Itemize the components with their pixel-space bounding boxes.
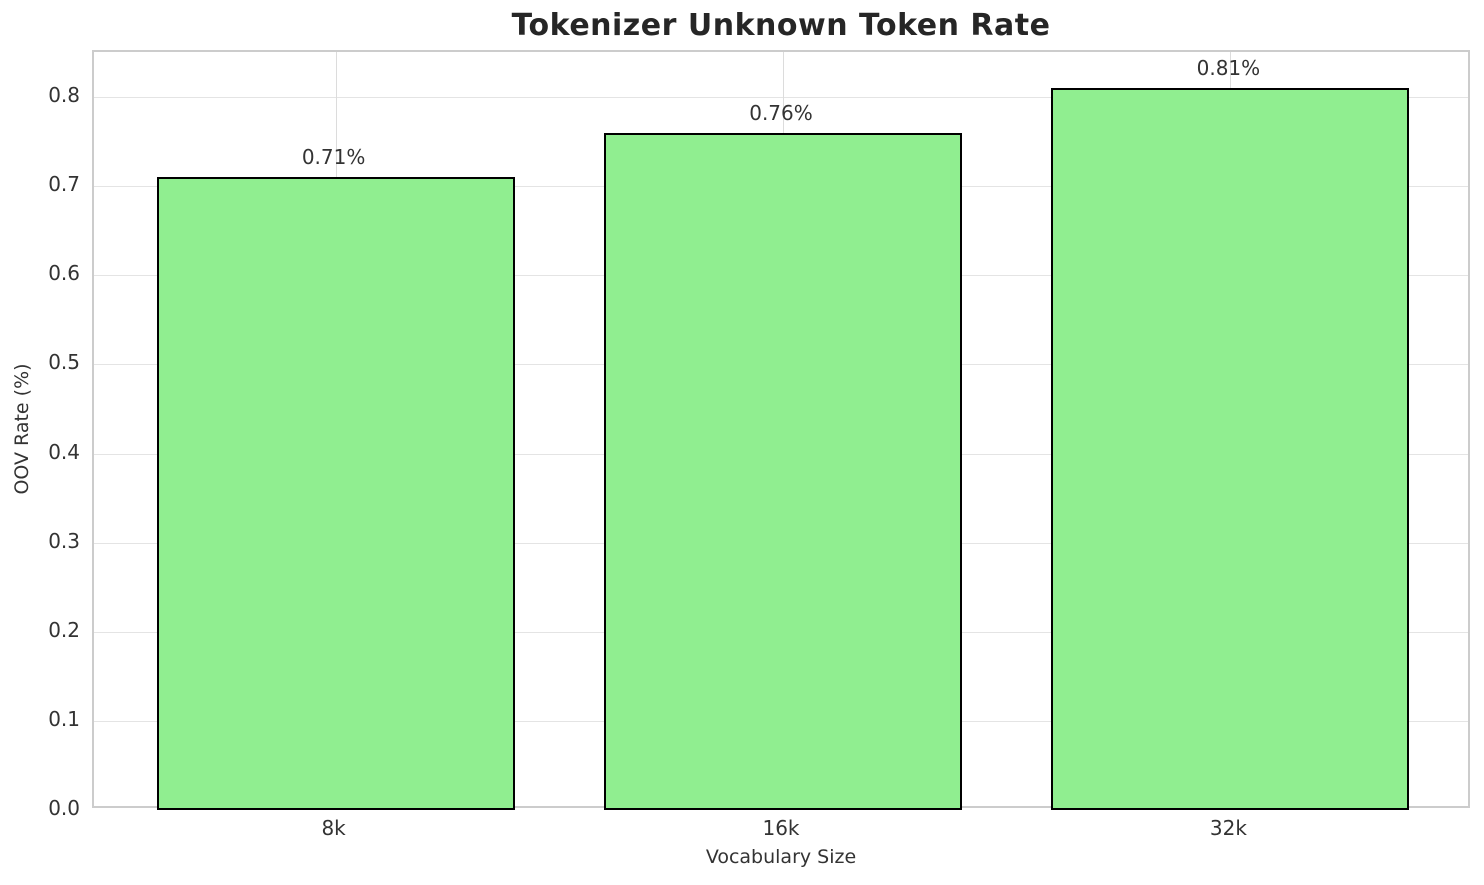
x-tick-label: 8k xyxy=(321,816,346,840)
gridline-horizontal xyxy=(94,97,1468,98)
y-tick-label: 0.1 xyxy=(48,706,80,731)
chart-title: Tokenizer Unknown Token Rate xyxy=(511,8,1051,43)
bar-value-label: 0.76% xyxy=(749,100,813,125)
y-tick-label: 0.3 xyxy=(48,528,80,553)
bar-value-label: 0.71% xyxy=(301,145,366,170)
y-tick-label: 0.2 xyxy=(48,617,80,642)
y-tick-label: 0.6 xyxy=(48,261,80,286)
bar-8k xyxy=(156,177,515,810)
y-tick-label: 0.0 xyxy=(48,796,80,820)
x-tick-label: 32k xyxy=(1209,816,1247,840)
y-tick-label: 0.8 xyxy=(48,83,80,107)
y-axis-label: OOV Rate (%) xyxy=(11,363,33,495)
y-tick-label: 0.4 xyxy=(48,439,80,464)
plot-area xyxy=(92,50,1470,810)
y-tick-label: 0.5 xyxy=(48,350,80,375)
y-tick-label: 0.7 xyxy=(48,172,80,197)
bar-16k xyxy=(604,132,962,810)
x-tick-label: 16k xyxy=(762,816,800,840)
bar-32k xyxy=(1051,88,1410,810)
x-axis-label: Vocabulary Size xyxy=(705,846,857,868)
bar-value-label: 0.81% xyxy=(1196,56,1261,81)
